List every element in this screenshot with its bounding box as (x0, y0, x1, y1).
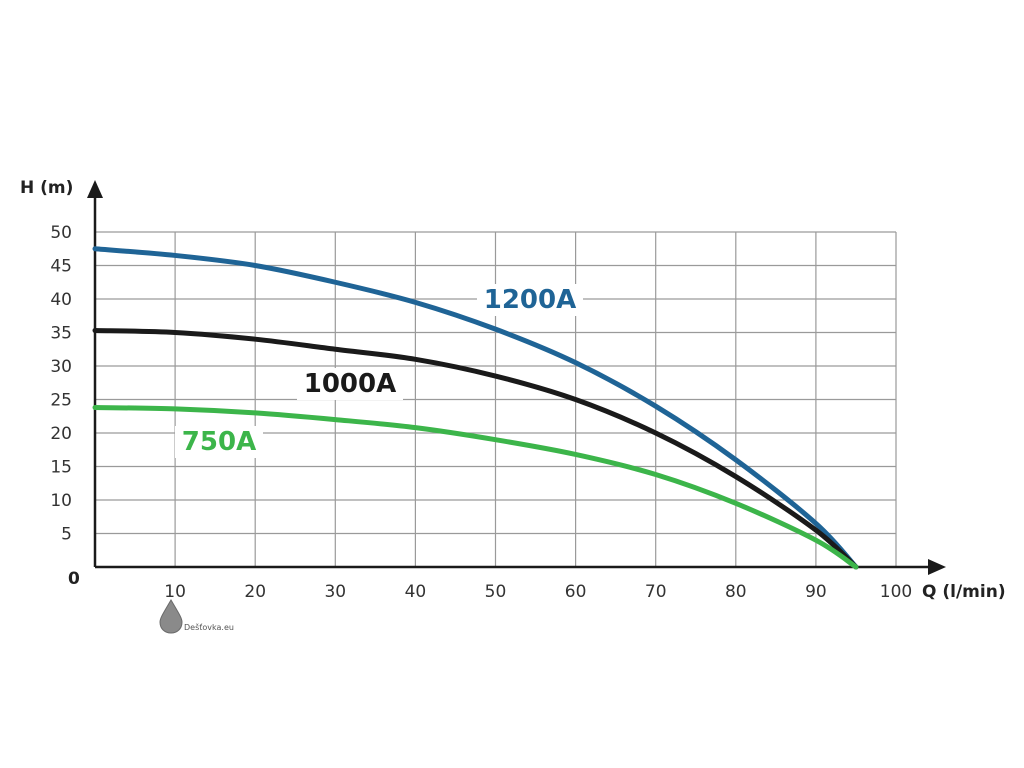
x-tick-label: 70 (645, 582, 667, 602)
y-tick-label: 25 (50, 391, 72, 411)
tick-labels: 10 20 30 40 50 60 70 80 90 100 5 10 15 20 25 30 35 40 45 50 (50, 223, 912, 602)
y-tick-label: 50 (50, 223, 72, 243)
watermark-logo: Dešťovka.eu (159, 599, 234, 634)
y-axis-label: H (m) (20, 178, 73, 198)
x-axis-label: Q (l/min) (922, 582, 1006, 602)
x-tick-label: 50 (485, 582, 507, 602)
x-tick-label: 60 (565, 582, 587, 602)
grid (95, 231, 897, 567)
x-tick-label: 100 (880, 582, 912, 602)
x-tick-label: 10 (164, 582, 186, 602)
watermark-text: Dešťovka.eu (184, 622, 234, 632)
x-tick-label: 90 (805, 582, 827, 602)
x-tick-label: 80 (725, 582, 747, 602)
y-tick-label: 20 (50, 424, 72, 444)
x-tick-label: 20 (244, 582, 266, 602)
y-tick-label: 45 (50, 257, 72, 277)
series-labels: 1200A 1000A 750A (175, 284, 583, 458)
y-tick-label: 35 (50, 324, 72, 344)
x-axis-arrow (928, 559, 946, 575)
series-line-1200a (92, 246, 859, 570)
y-axis-arrow (87, 180, 103, 198)
y-tick-label: 30 (50, 357, 72, 377)
series-label-bg (175, 426, 263, 458)
axes (87, 180, 946, 575)
series-group (92, 246, 859, 570)
x-tick-label: 30 (324, 582, 346, 602)
series-label-bg (297, 368, 403, 400)
series-line-750a (92, 405, 859, 570)
x-tick-label: 40 (405, 582, 427, 602)
series-label-bg (477, 284, 583, 316)
series-label-750a: 750A (182, 427, 256, 457)
y-tick-label: 5 (61, 525, 72, 545)
y-tick-label: 10 (50, 491, 72, 511)
series-label-1000a: 1000A (304, 369, 397, 399)
series-label-1200a: 1200A (484, 285, 577, 315)
water-drop-icon (159, 599, 183, 634)
series-line-1000a (92, 327, 859, 570)
y-tick-label: 40 (50, 290, 72, 310)
origin-label: 0 (68, 569, 80, 589)
y-tick-label: 15 (50, 458, 72, 478)
